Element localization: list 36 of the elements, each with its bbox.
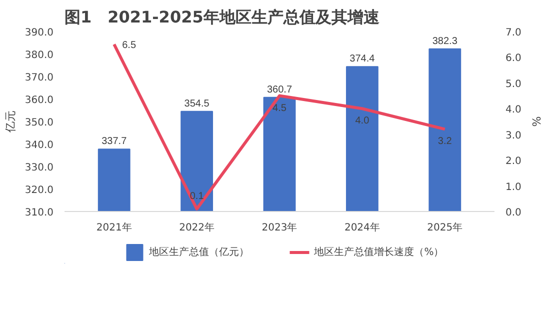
data-label: 337.7 — [102, 136, 128, 148]
y-tick-label: 390.0 — [24, 28, 54, 38]
legend-label: 地区生产总值增长速度（%） — [314, 246, 444, 259]
data-label: 374.4 — [350, 54, 376, 65]
y2-tick-label: 4.0 — [506, 104, 522, 116]
x-tick-label: 2021年 — [96, 222, 132, 234]
x-tick-label: 2025年 — [427, 222, 463, 234]
y2-tick-label: 0.0 — [506, 208, 522, 218]
y-tick-label: 380.0 — [24, 50, 54, 61]
y-tick-label: 310.0 — [24, 208, 54, 218]
y-tick-label: 350.0 — [24, 118, 54, 128]
legend-label: 地区生产总值（亿元） — [149, 246, 250, 259]
y-tick-label: 330.0 — [24, 162, 54, 174]
y2-tick-label: 6.0 — [506, 53, 522, 64]
x-tick-label: 2024年 — [344, 222, 380, 234]
y2-tick-label: 5.0 — [506, 78, 522, 90]
y-tick-label: 370.0 — [24, 72, 54, 84]
data-label: 4.0 — [355, 116, 370, 127]
y2-tick-label: 1.0 — [506, 182, 522, 193]
x-tick-label: 2022年 — [179, 222, 215, 234]
chart-title: 图1 2021-2025年地区生产总值及其增速 — [64, 8, 380, 26]
y2-tick-label: 7.0 — [506, 28, 522, 38]
y-tick-label: 340.0 — [24, 140, 54, 151]
y2-tick-label: 3.0 — [506, 130, 522, 142]
data-label: 360.7 — [266, 84, 292, 96]
y-tick-label: 360.0 — [24, 95, 54, 106]
y2-tick-label: 2.0 — [506, 156, 522, 168]
data-label: 382.3 — [432, 36, 458, 47]
data-label: 3.2 — [438, 136, 452, 148]
y-tick-label: 320.0 — [24, 185, 54, 196]
x-tick-label: 2023年 — [262, 222, 298, 234]
y-axis-title: 亿元 — [4, 110, 17, 134]
data-label: 6.5 — [122, 40, 136, 51]
y2-axis-title: % — [529, 116, 542, 127]
data-label: 354.5 — [184, 98, 210, 110]
data-label: 4.5 — [272, 102, 287, 114]
